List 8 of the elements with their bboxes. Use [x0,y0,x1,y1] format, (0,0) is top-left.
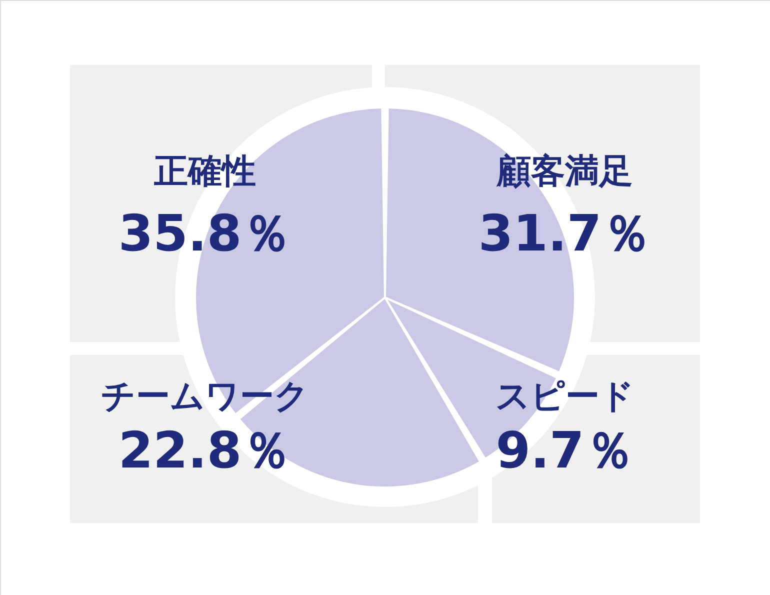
slice-label: チームワーク [101,376,309,416]
slice-label: スピード [496,376,634,416]
slice-label: 正確性 [153,152,256,192]
data-label: 22.8％ [118,422,292,480]
data-label: 9.7％ [496,422,634,480]
data-label: 35.8％ [118,204,292,262]
slice-label: 顧客満足 [496,152,633,192]
data-label: 31.7％ [478,204,652,262]
